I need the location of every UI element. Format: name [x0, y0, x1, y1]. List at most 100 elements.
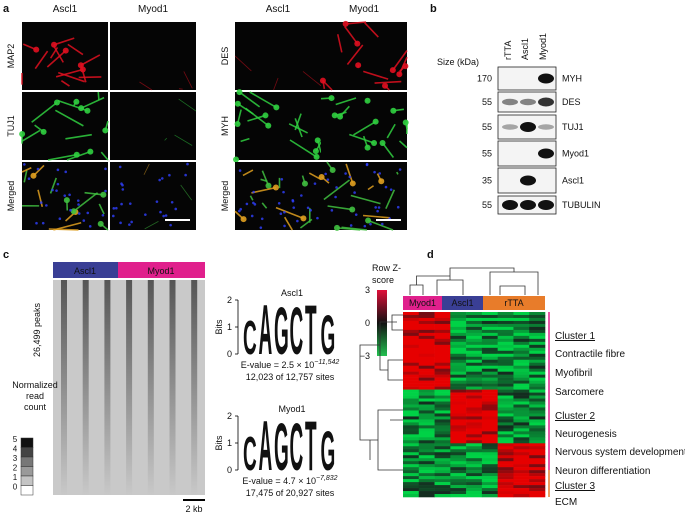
heat-cell [434, 323, 451, 328]
motif-letter: A [259, 290, 273, 369]
heat-cell [513, 410, 530, 414]
cell-body [78, 105, 85, 112]
heat-cell [481, 404, 498, 408]
group-bar [483, 296, 545, 310]
heat-cell [434, 494, 451, 498]
heat-cell [450, 404, 467, 408]
cell-process [34, 50, 49, 70]
heat-cell [418, 458, 435, 462]
heat-cell [434, 341, 451, 346]
heat-cell [481, 476, 498, 480]
cell-process [49, 177, 58, 194]
size-label: 55 [482, 149, 492, 159]
heat-cell [450, 344, 467, 349]
heat-cell [434, 458, 451, 462]
row-label: DES [220, 47, 230, 66]
heat-cell [466, 377, 483, 381]
band [538, 97, 554, 107]
cell-process [174, 134, 193, 146]
heat-cell [481, 356, 498, 361]
heat-cell [450, 377, 467, 381]
logo-letter: G [274, 410, 289, 485]
heat-cell [497, 485, 514, 489]
row-label: TUJ1 [6, 115, 16, 137]
heat-cell [529, 312, 546, 316]
heat-cell [513, 449, 530, 453]
heat-cell [513, 425, 530, 429]
nucleus [238, 209, 241, 213]
protein-label: Myod1 [562, 149, 589, 159]
heat-cell [418, 425, 435, 429]
heat-cell [403, 422, 420, 426]
heat-cell [450, 428, 467, 432]
band [520, 98, 536, 106]
legend-tick: 3 [13, 454, 18, 463]
cell-process [302, 71, 322, 87]
heat-cell [403, 356, 420, 361]
row-label: Merged [6, 181, 16, 212]
heat-cell [466, 392, 483, 396]
micrograph [235, 22, 321, 90]
heat-cell [434, 344, 451, 349]
cell-body [372, 118, 379, 125]
cell-process [52, 44, 64, 63]
heat-cell [434, 386, 451, 390]
heat-cell [513, 353, 530, 358]
nucleus [76, 199, 80, 202]
cell-process [335, 97, 357, 106]
heat-cell [513, 416, 530, 420]
heat-cell [497, 386, 514, 390]
band [520, 122, 536, 132]
heat-cell [529, 404, 546, 408]
heat-cell [481, 320, 498, 325]
heat-cell [434, 464, 451, 468]
heat-cell [529, 416, 546, 420]
heat-cell [434, 371, 451, 375]
heat-cell [497, 341, 514, 346]
heat-cell [418, 452, 435, 456]
heat-cell [466, 446, 483, 450]
logo-letter: C [290, 410, 304, 485]
nucleus [130, 220, 133, 224]
heat-cell [450, 434, 467, 438]
heat-cell [529, 470, 546, 474]
cell-process [294, 113, 302, 131]
heat-cell [418, 314, 435, 319]
heat-cell [466, 335, 483, 340]
nucleus [239, 207, 243, 211]
micrograph [321, 92, 407, 160]
group-label: Myod1 [147, 266, 174, 276]
heat-cell [529, 425, 546, 429]
axis-title: Bits [214, 435, 224, 451]
heat-cell [466, 365, 483, 369]
cell-process [139, 81, 153, 91]
nucleus [55, 189, 58, 192]
heat-cell [403, 335, 420, 340]
nucleus [77, 203, 80, 206]
heat-cell [481, 335, 498, 340]
cell-body [236, 89, 243, 96]
heat-cell [450, 461, 467, 465]
heat-cell [513, 488, 530, 492]
micrograph [321, 22, 407, 90]
heat-cell [481, 473, 498, 477]
cell-body [396, 71, 403, 78]
cell-process [84, 191, 104, 196]
band [520, 200, 536, 210]
heat-cell [403, 425, 420, 429]
heat-cell [497, 383, 514, 387]
motif-name: Ascl1 [281, 288, 303, 298]
nucleus [291, 198, 295, 202]
scale-label: 2 kb [185, 504, 202, 514]
cell-process [183, 71, 193, 89]
legend-title: Normalized [12, 380, 58, 390]
heat-cell [481, 461, 498, 465]
heat-cell [450, 371, 467, 375]
heat-cell [403, 383, 420, 387]
heat-cell [481, 353, 498, 358]
heat-cell [450, 380, 467, 384]
nucleus [56, 168, 60, 172]
heat-cell [497, 377, 514, 381]
logo-letter: G [274, 294, 289, 369]
heat-cell [529, 362, 546, 367]
